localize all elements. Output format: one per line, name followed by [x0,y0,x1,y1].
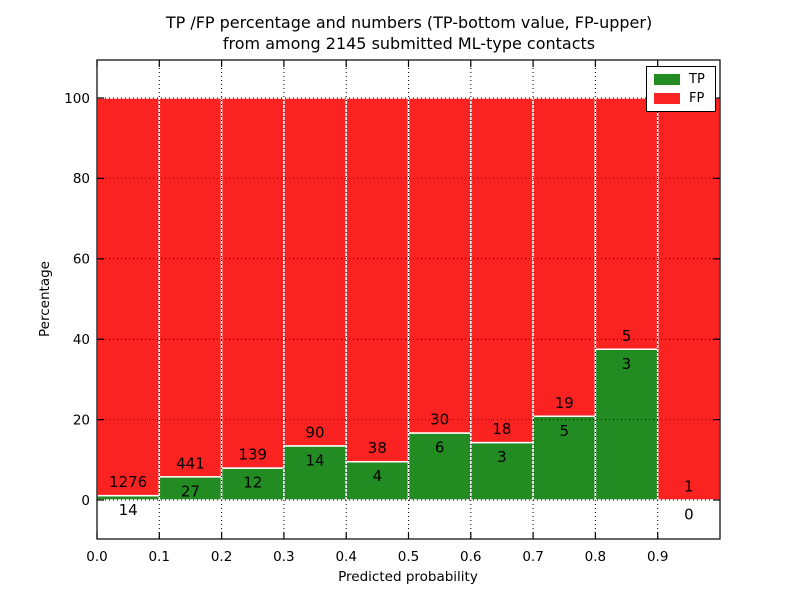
chart-title-line2: from among 2145 submitted ML-type contac… [222,34,596,53]
fp-bar [532,97,597,417]
legend-item-fp: FP [654,92,708,105]
fp-bar [470,97,534,444]
fp-count-label: 1276 [109,473,147,491]
legend-item-tp: TP [654,73,708,86]
y-axis-label: Percentage [37,261,53,337]
x-tick-label: 0.0 [86,549,107,565]
x-tick-label: 0.7 [522,549,543,565]
fp-bar [656,97,721,501]
fp-count-label: 441 [176,454,205,472]
fp-count-label: 38 [368,439,387,457]
y-tick-label: 20 [73,412,90,428]
tp-bar [532,415,597,501]
y-tick-label: 40 [73,332,90,348]
tp-count-label: 3 [622,355,632,373]
fp-count-label: 90 [306,423,325,441]
x-tick-label: 0.8 [585,549,606,565]
tp-legend-swatch-icon [654,74,680,85]
tp-count-label: 0 [684,506,694,524]
y-tick-label: 60 [73,252,90,268]
fp-bar [158,97,223,478]
fp-bar [220,97,285,469]
fp-count-label: 30 [430,411,449,429]
legend: TP FP [646,66,716,112]
tp-count-label: 3 [497,448,507,466]
fp-legend-swatch-icon [654,93,680,104]
x-tick-label: 0.4 [335,549,356,565]
y-tick-label: 0 [81,493,90,509]
y-tick-label: 100 [64,91,90,107]
tp-legend-label: TP [689,72,705,87]
tp-count-label: 12 [243,474,262,492]
tp-count-label: 14 [119,501,138,519]
fp-count-label: 18 [492,420,511,438]
x-tick-label: 0.5 [398,549,419,565]
fp-bar [594,97,659,350]
fp-bar [345,97,410,463]
tp-bar [470,441,534,501]
x-tick-label: 0.2 [211,549,232,565]
fp-bar [407,97,472,434]
tp-count-label: 14 [306,451,325,469]
x-tick-label: 0.9 [647,549,668,565]
fp-bar [96,97,161,497]
tp-count-label: 27 [181,482,200,500]
y-tick-label: 80 [73,171,90,187]
fp-count-label: 1 [684,478,694,496]
fp-legend-label: FP [689,91,705,106]
fp-bar [283,97,347,447]
fp-count-label: 5 [622,327,632,345]
fp-count-label: 19 [555,394,574,412]
x-axis-label: Predicted probability [338,569,478,585]
tp-count-label: 6 [435,439,445,457]
fp-count-label: 139 [238,446,267,464]
chart-title-line1: TP /FP percentage and numbers (TP-bottom… [165,13,653,32]
tp-bar [407,432,472,501]
x-tick-label: 0.3 [273,549,294,565]
tp-count-label: 4 [373,467,383,485]
x-tick-label: 0.1 [149,549,170,565]
x-tick-label: 0.6 [460,549,481,565]
chart-title: TP /FP percentage and numbers (TP-bottom… [9,12,800,54]
tp-count-label: 5 [559,422,569,440]
